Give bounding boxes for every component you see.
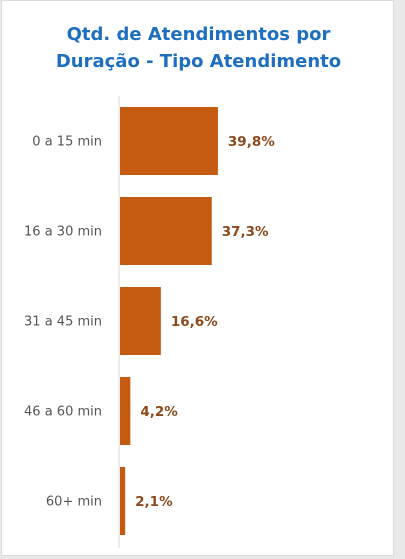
data-label: 39,8% (228, 134, 275, 150)
category-label: 31 a 45 min (24, 315, 102, 330)
bar[interactable] (120, 197, 212, 265)
bar[interactable] (120, 377, 131, 445)
chart-title-line-2: Duração - Tipo Atendimento (55, 51, 342, 72)
bar[interactable] (120, 287, 161, 355)
bar[interactable] (120, 467, 126, 535)
chart-title: Qtd. de Atendimentos por Duração - Tipo … (2, 21, 395, 75)
chart-title-line-1: Qtd. de Atendimentos por (66, 24, 331, 45)
data-label: 4,2% (140, 404, 178, 420)
bar[interactable] (120, 107, 218, 175)
data-label: 16,6% (171, 314, 218, 330)
category-label: 60+ min (46, 495, 102, 510)
chart-card: Qtd. de Atendimentos por Duração - Tipo … (1, 0, 394, 556)
bars-group: 0 a 15 min 39,8% 16 a 30 min 37,3% 31 a 45 m… (24, 107, 275, 535)
category-label: 46 a 60 min (24, 405, 102, 420)
data-label: 2,1% (135, 494, 173, 510)
category-label: 0 a 15 min (32, 135, 102, 150)
category-label: 16 a 30 min (24, 225, 102, 240)
data-label: 37,3% (222, 224, 269, 240)
